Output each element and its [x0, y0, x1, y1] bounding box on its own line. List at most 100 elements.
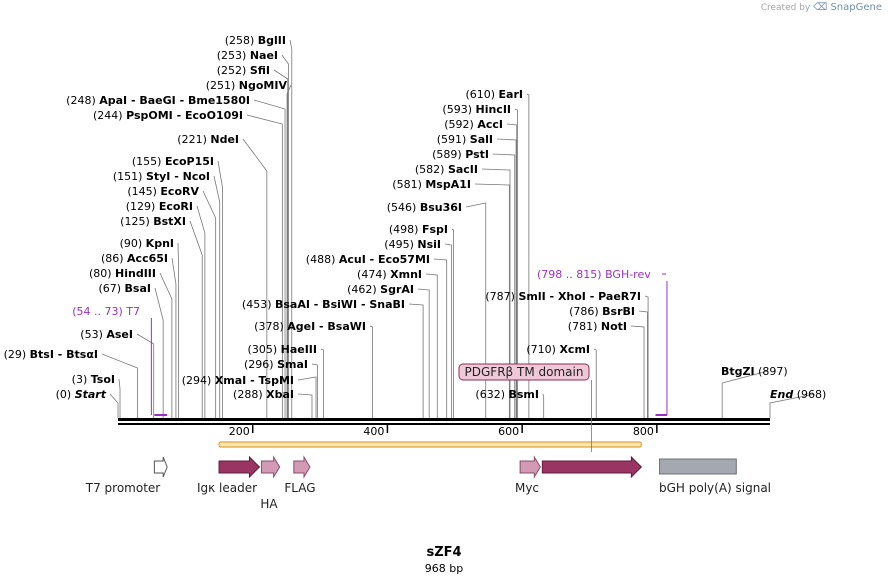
tick-label-200: 200	[229, 425, 250, 438]
primer-range: (798 .. 815)	[537, 268, 605, 281]
feature-ig-leader: Igκ leader	[197, 455, 261, 495]
site-label-nsii: (495) NsiI	[384, 238, 441, 251]
dna-strand-bottom	[118, 423, 770, 425]
site-label-xcmi: (710) XcmI	[526, 343, 590, 356]
site-line-smli-xhoi-paer7i	[644, 295, 649, 418]
site-line-xbai	[297, 393, 313, 418]
tick-label-400: 400	[363, 425, 384, 438]
site-line-mspa1i	[474, 183, 510, 418]
feature-pdgfr-tm-domain	[541, 455, 643, 479]
site-label-naei: (253) NaeI	[217, 49, 278, 62]
site-name: FspI	[422, 223, 448, 236]
site-label-noti: (781) NotI	[568, 320, 627, 333]
site-line-styi-ncoi	[213, 175, 221, 418]
site-label-ecori: (129) EcoRI	[126, 200, 193, 213]
site-name: NsiI	[417, 238, 441, 251]
site-line-bsai	[154, 287, 164, 418]
site-line-asei	[136, 333, 155, 418]
site-line-ecorv	[202, 190, 217, 418]
site-line-ecori	[196, 205, 206, 418]
site-label-agei-bsawi: (378) AgeI - BsaWI	[254, 320, 366, 333]
site-name: SacII	[448, 163, 478, 176]
site-label-ecop15i: (155) EcoP15I	[132, 155, 214, 168]
watermark-brand: SnapGene	[830, 2, 882, 13]
site-position: (244)	[93, 109, 126, 122]
site-line-start	[109, 393, 119, 418]
plasmid-name: sZF4	[426, 545, 462, 560]
site-name: NdeI	[210, 133, 239, 146]
site-position: (80)	[89, 267, 115, 280]
site-label-sali: (591) SalI	[437, 133, 493, 146]
site-position: (581)	[392, 178, 425, 191]
site-position: (453)	[242, 298, 275, 311]
feature-shape	[541, 455, 643, 479]
site-position: (593)	[442, 103, 475, 116]
site-position: (546)	[387, 201, 420, 214]
site-line-bsrbi	[638, 310, 648, 418]
site-name: NgoMIV	[239, 79, 288, 92]
feature-shape	[293, 455, 311, 479]
site-line-ndei	[242, 138, 268, 418]
site-labels-layer: (258) BglII(253) NaeI(252) SfiI(251) Ngo…	[4, 34, 827, 401]
site-label-start: (0) Start	[56, 388, 107, 401]
site-line-ecop15i	[217, 160, 223, 418]
site-label-pspomi-ecoo109i: (244) PspOMI - EcoO109I	[93, 109, 243, 122]
site-name: EcoP15I	[165, 155, 214, 168]
site-name: BtgZI	[721, 365, 755, 378]
site-label-haeiii: (305) HaeIII	[248, 343, 317, 356]
site-name: Start	[75, 388, 107, 401]
primer-range: (54 .. 73)	[72, 305, 126, 318]
orf-bar-rect	[218, 441, 642, 448]
site-position: (781)	[568, 320, 601, 333]
site-line-naei	[281, 54, 289, 418]
site-name: SgrAI	[380, 283, 414, 296]
site-label-styi-ncoi: (151) StyI - NcoI	[113, 170, 210, 183]
site-position: (151)	[113, 170, 146, 183]
primer-label-bgh-rev: (798 .. 815) BGH-rev	[537, 268, 651, 281]
site-label-asei: (53) AseI	[80, 328, 133, 341]
feature-shape	[519, 455, 541, 479]
site-line-bsu36i	[465, 202, 487, 418]
site-label-smai: (296) SmaI	[244, 358, 308, 371]
site-name: SmaI	[277, 358, 308, 371]
primer-name: T7	[125, 305, 140, 318]
site-line-acci	[506, 123, 518, 418]
dna-backbone	[118, 418, 770, 425]
site-label-xmni: (474) XmnI	[357, 268, 422, 281]
ruler-ticks: 200 400 600 800	[229, 425, 658, 438]
feature-shape	[153, 456, 168, 478]
site-label-smli-xhoi-paer7i: (787) SmlI - XhoI - PaeR7I	[485, 290, 641, 303]
site-line-ngomiv	[286, 84, 292, 418]
site-name: BsmI	[509, 388, 540, 401]
plasmid-length: 968 bp	[424, 562, 464, 575]
site-label-acui-eco57mi: (488) AcuI - Eco57MI	[306, 253, 430, 266]
site-line-tsoi	[118, 378, 121, 418]
site-line-acc65i	[171, 257, 177, 418]
site-label-acci: (592) AccI	[444, 118, 503, 131]
site-position: (29)	[4, 348, 30, 361]
site-label-end: End (968)	[770, 388, 826, 401]
site-line-agei-bsawi	[369, 325, 374, 418]
feature-label: Igκ leader	[197, 481, 257, 495]
site-line-sacii	[481, 168, 511, 418]
site-name: BstXI	[153, 215, 186, 228]
site-line-smai	[311, 363, 318, 418]
snapgene-logo: ⌫ SnapGene	[813, 2, 882, 13]
site-position: (53)	[80, 328, 106, 341]
site-label-bsmi: (632) BsmI	[475, 388, 539, 401]
site-label-sacii: (582) SacII	[415, 163, 478, 176]
site-lines-layer	[101, 39, 816, 418]
site-name: BsrBI	[602, 305, 635, 318]
site-name: BtsI - BtsαI	[30, 348, 98, 361]
site-name: XbaI	[266, 388, 294, 401]
site-position: (67)	[98, 282, 124, 295]
site-position: (787)	[485, 290, 518, 303]
primer-label-t7: (54 .. 73) T7	[72, 305, 140, 318]
site-name: SmlI - XhoI - PaeR7I	[518, 290, 641, 303]
site-position: (488)	[306, 253, 339, 266]
site-name: KpnI	[146, 237, 174, 250]
site-position: (288)	[233, 388, 266, 401]
site-position: (258)	[225, 34, 258, 47]
site-position: (474)	[357, 268, 390, 281]
